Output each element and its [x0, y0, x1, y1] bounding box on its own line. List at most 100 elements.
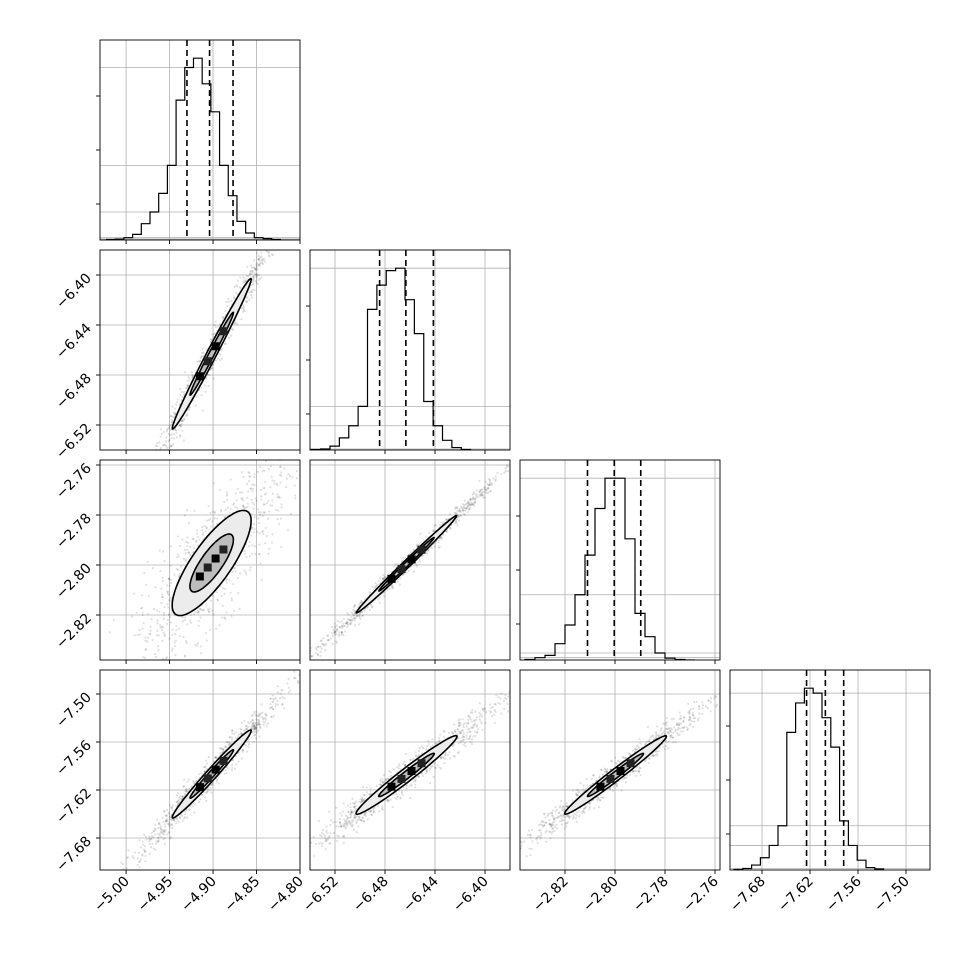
sample-point [243, 728, 246, 732]
sample-point [351, 618, 354, 621]
sample-point [462, 505, 465, 508]
sample-point [255, 275, 258, 278]
sample-point [456, 733, 459, 736]
sample-point [596, 798, 599, 801]
sample-point [466, 506, 469, 509]
sample-point [327, 836, 330, 839]
sample-point [460, 731, 463, 735]
sample-point [478, 490, 481, 494]
sample-point [183, 792, 186, 796]
sample-point [296, 681, 300, 684]
panel-frame [99, 249, 301, 451]
sample-point [149, 625, 152, 628]
sample-point [500, 712, 503, 715]
sample-point [489, 711, 493, 714]
sample-point [317, 820, 320, 823]
sample-point [254, 737, 258, 740]
sample-point [350, 825, 354, 828]
sample-point [162, 830, 165, 834]
sample-point [147, 476, 149, 478]
sample-point [253, 725, 256, 729]
sample-point [465, 503, 468, 506]
sample-point [381, 778, 384, 781]
sample-point [324, 838, 328, 841]
sample-point [159, 827, 163, 830]
sample-point [531, 442, 533, 444]
sample-point [170, 436, 173, 440]
sample-point [272, 700, 275, 703]
sample-point [350, 811, 353, 814]
sample-point [413, 786, 417, 789]
sample-point [196, 609, 200, 612]
sample-point [359, 801, 362, 804]
sample-point [451, 744, 454, 747]
panel-frame [99, 459, 301, 661]
sample-point [292, 203, 294, 205]
sample-point [282, 219, 284, 221]
sample-point [276, 483, 279, 487]
sample-point [150, 831, 153, 834]
sample-point [305, 664, 307, 666]
sample-point [487, 491, 490, 495]
sample-point [179, 634, 182, 638]
sample-point [315, 842, 318, 845]
sample-point [186, 549, 189, 552]
sample-point [177, 799, 181, 802]
sample-point [349, 822, 352, 825]
sample-point [351, 619, 354, 622]
sample-point [187, 522, 191, 525]
sample-point [243, 309, 246, 313]
sample-point [235, 284, 238, 287]
sample-point [167, 811, 170, 814]
sample-point [505, 466, 508, 469]
sample-point [258, 723, 261, 727]
sample-point [168, 438, 171, 442]
sample-point [156, 442, 159, 445]
sample-point [261, 530, 264, 533]
sample-point [126, 856, 130, 859]
sample-point [314, 452, 316, 454]
sample-point [328, 842, 331, 845]
sample-point [479, 493, 483, 496]
sample-point [157, 833, 160, 836]
sample-point [184, 551, 187, 555]
sample-point [270, 715, 273, 718]
sample-point [495, 694, 498, 697]
sample-point [354, 815, 357, 819]
sample-point [234, 570, 237, 573]
sample-point [224, 309, 227, 313]
sample-point [271, 479, 274, 482]
sample-point [317, 645, 320, 648]
sample-point [434, 524, 437, 527]
sample-point [209, 338, 212, 341]
sample-point [468, 501, 471, 505]
sample-point [407, 569, 410, 572]
sample-point [128, 496, 130, 498]
sample-point [148, 461, 150, 463]
y-tick-label: −7.56 [53, 737, 95, 779]
sample-point [205, 527, 208, 530]
sample-point [260, 276, 263, 279]
sample-point [366, 606, 369, 609]
sample-point [520, 844, 523, 847]
sample-point [167, 613, 171, 616]
sample-point [182, 439, 186, 442]
sample-point [251, 501, 254, 504]
sample-point [140, 487, 142, 489]
sample-point [276, 216, 278, 218]
sample-point [248, 272, 252, 276]
sample-point [506, 702, 509, 706]
sample-point [198, 359, 202, 363]
sample-point [357, 815, 360, 819]
sample-point [446, 753, 450, 756]
sample-point [242, 475, 245, 479]
sample-point [683, 716, 686, 719]
sample-point [461, 509, 464, 512]
sample-point [256, 508, 260, 511]
sample-point [296, 194, 298, 196]
sample-point [250, 498, 253, 501]
sample-point [256, 719, 259, 722]
sample-point [178, 816, 182, 819]
sample-point [245, 724, 248, 727]
sample-point [136, 857, 139, 860]
